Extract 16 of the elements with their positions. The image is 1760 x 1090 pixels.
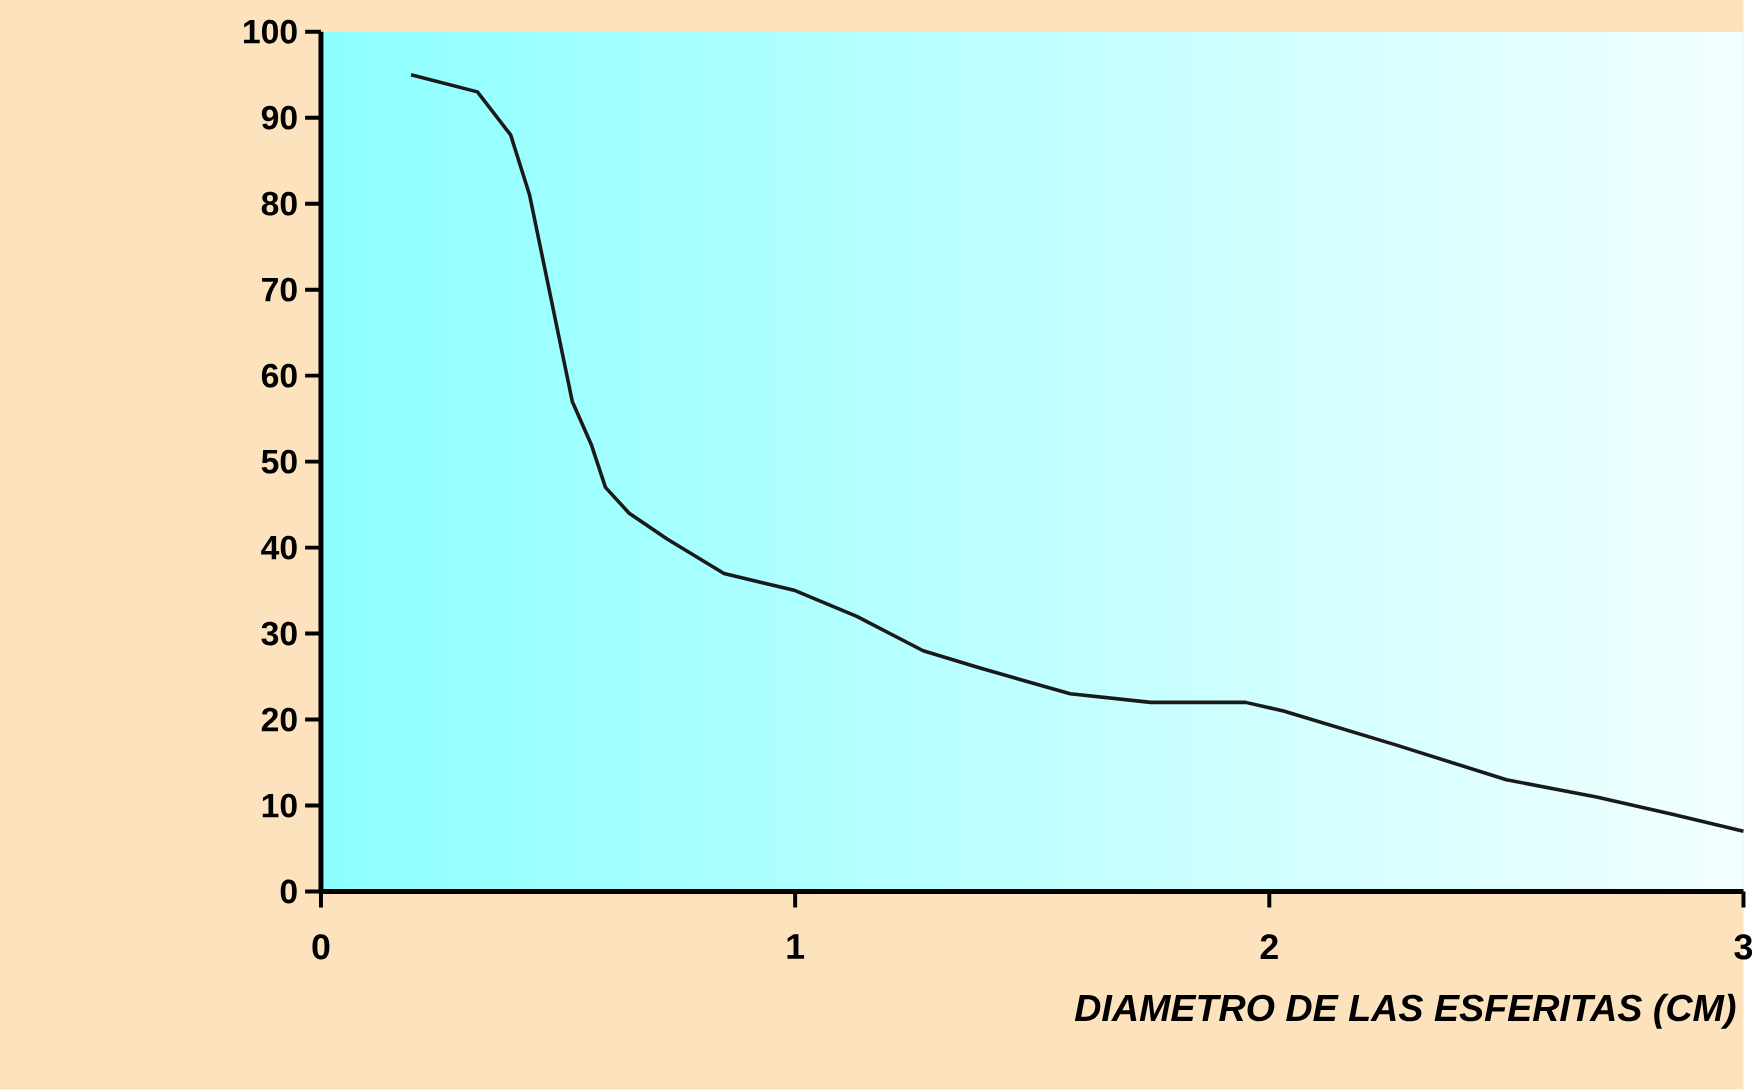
y-tick-label: 100 [244,19,297,44]
y-tick-label: 40 [261,535,297,560]
y-tick-label: 80 [261,191,297,216]
x-axis-title: DIAMETRO DE LAS ESFERITAS (CM) [1074,993,1736,1029]
x-tick-label: 0 [312,934,330,960]
x-tick-label: 1 [787,934,805,959]
y-tick-label: 70 [262,277,297,302]
y-tick-label: 10 [262,793,297,818]
y-tick-label: 90 [261,105,297,130]
y-tick-label: 0 [280,879,297,904]
y-tick-label: 60 [261,363,297,388]
y-tick-label: 30 [261,621,297,646]
y-tick-label: 50 [261,449,297,474]
x-tick-label: 2 [1260,934,1278,960]
y-tick-label: 20 [261,707,297,732]
x-tick-label: 3 [1734,934,1753,960]
